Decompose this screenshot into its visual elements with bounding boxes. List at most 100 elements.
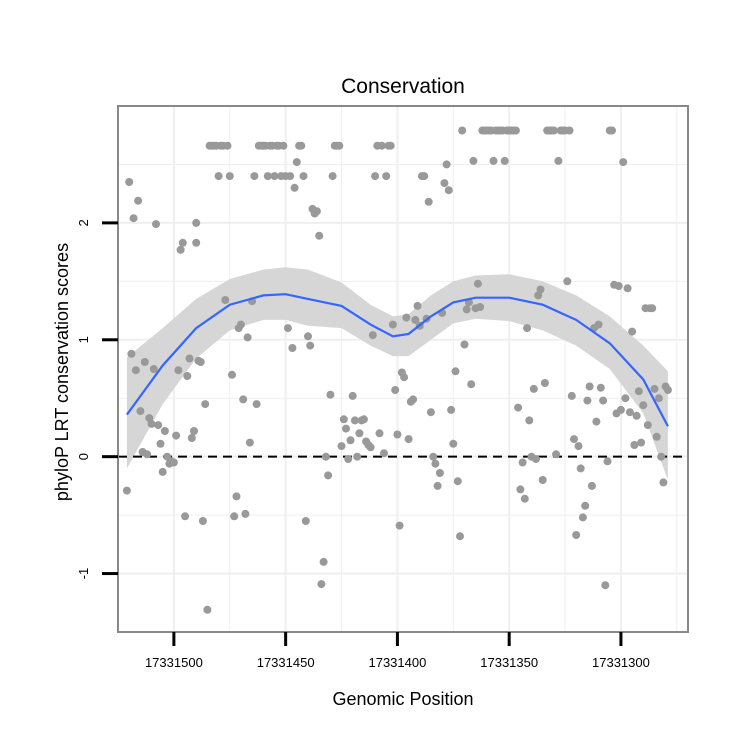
data-point	[456, 532, 464, 541]
data-point	[187, 434, 196, 442]
data-point	[623, 284, 632, 293]
data-point	[324, 471, 333, 480]
data-point	[158, 467, 167, 476]
data-point	[657, 452, 666, 461]
data-point	[386, 141, 395, 150]
data-point	[288, 344, 297, 352]
data-point	[335, 141, 344, 150]
data-point	[317, 580, 326, 589]
data-point	[152, 220, 160, 229]
y-tick-label: -1	[76, 568, 91, 580]
data-point	[185, 354, 194, 363]
data-point	[500, 156, 509, 165]
data-point	[511, 126, 520, 135]
data-point	[659, 478, 668, 487]
data-point	[549, 126, 558, 135]
data-point	[565, 126, 574, 135]
data-point	[460, 340, 469, 349]
data-point	[344, 455, 353, 463]
data-point	[467, 380, 476, 389]
data-point	[377, 141, 386, 150]
data-point	[567, 391, 576, 400]
y-tick-label: 2	[76, 219, 91, 226]
data-point	[292, 158, 301, 167]
data-point	[523, 324, 532, 333]
data-point	[223, 141, 232, 150]
x-tick-label: 17331500	[145, 655, 203, 670]
data-point	[516, 485, 525, 494]
data-point	[299, 172, 308, 181]
data-point	[154, 421, 163, 430]
data-point	[608, 126, 616, 135]
panel-border	[117, 105, 689, 633]
data-point	[375, 429, 384, 438]
data-point	[342, 424, 350, 433]
data-point	[183, 372, 192, 380]
data-point	[413, 301, 422, 310]
data-point	[198, 517, 207, 525]
data-point	[192, 238, 201, 247]
data-point	[147, 419, 156, 428]
data-point	[245, 438, 254, 447]
data-point	[149, 365, 158, 373]
data-point	[462, 305, 471, 314]
data-point	[424, 197, 433, 206]
data-point	[131, 366, 140, 375]
plot-panel	[117, 105, 689, 633]
data-point	[176, 245, 185, 254]
data-point	[440, 179, 449, 188]
data-point	[136, 407, 145, 416]
data-point	[127, 349, 136, 358]
smooth-line	[126, 293, 669, 427]
data-point	[169, 458, 178, 467]
data-point	[270, 172, 279, 181]
smooth-line-layer	[126, 293, 669, 427]
data-point	[279, 141, 288, 150]
data-point	[230, 512, 239, 521]
x-tick-label: 17331350	[480, 655, 538, 670]
x-tick-label: 17331300	[592, 655, 650, 670]
data-point	[382, 172, 391, 181]
data-point	[654, 394, 663, 403]
data-points	[122, 126, 672, 614]
data-point	[632, 411, 641, 420]
data-point	[156, 439, 165, 448]
confidence-band	[126, 267, 668, 480]
data-point	[525, 416, 534, 425]
data-point	[444, 186, 453, 195]
data-point	[572, 531, 581, 539]
data-point	[315, 231, 324, 240]
data-point	[232, 492, 241, 501]
data-point	[637, 438, 646, 447]
data-point	[350, 416, 359, 425]
data-point	[366, 443, 375, 452]
data-point	[540, 379, 549, 387]
data-point	[321, 452, 330, 461]
data-point	[616, 405, 625, 414]
data-point	[574, 442, 583, 451]
data-point	[250, 172, 259, 181]
data-point	[458, 126, 467, 135]
data-point	[404, 435, 413, 444]
data-point	[346, 436, 355, 445]
data-point	[297, 141, 306, 150]
data-point	[514, 403, 523, 412]
data-point	[190, 427, 198, 435]
data-point	[304, 332, 312, 341]
data-point	[326, 390, 335, 399]
y-tick-label: 0	[76, 453, 91, 460]
data-point	[172, 431, 181, 440]
data-point	[552, 450, 561, 459]
data-point	[451, 367, 460, 376]
y-tick-label: 1	[76, 336, 91, 343]
data-point	[532, 455, 540, 463]
data-point	[411, 315, 420, 324]
data-point	[239, 395, 248, 404]
data-point	[614, 282, 623, 290]
data-point	[337, 442, 346, 451]
data-point	[393, 430, 402, 439]
data-point	[328, 172, 337, 181]
data-point	[648, 304, 657, 313]
data-point	[339, 415, 348, 424]
data-point	[447, 405, 456, 414]
